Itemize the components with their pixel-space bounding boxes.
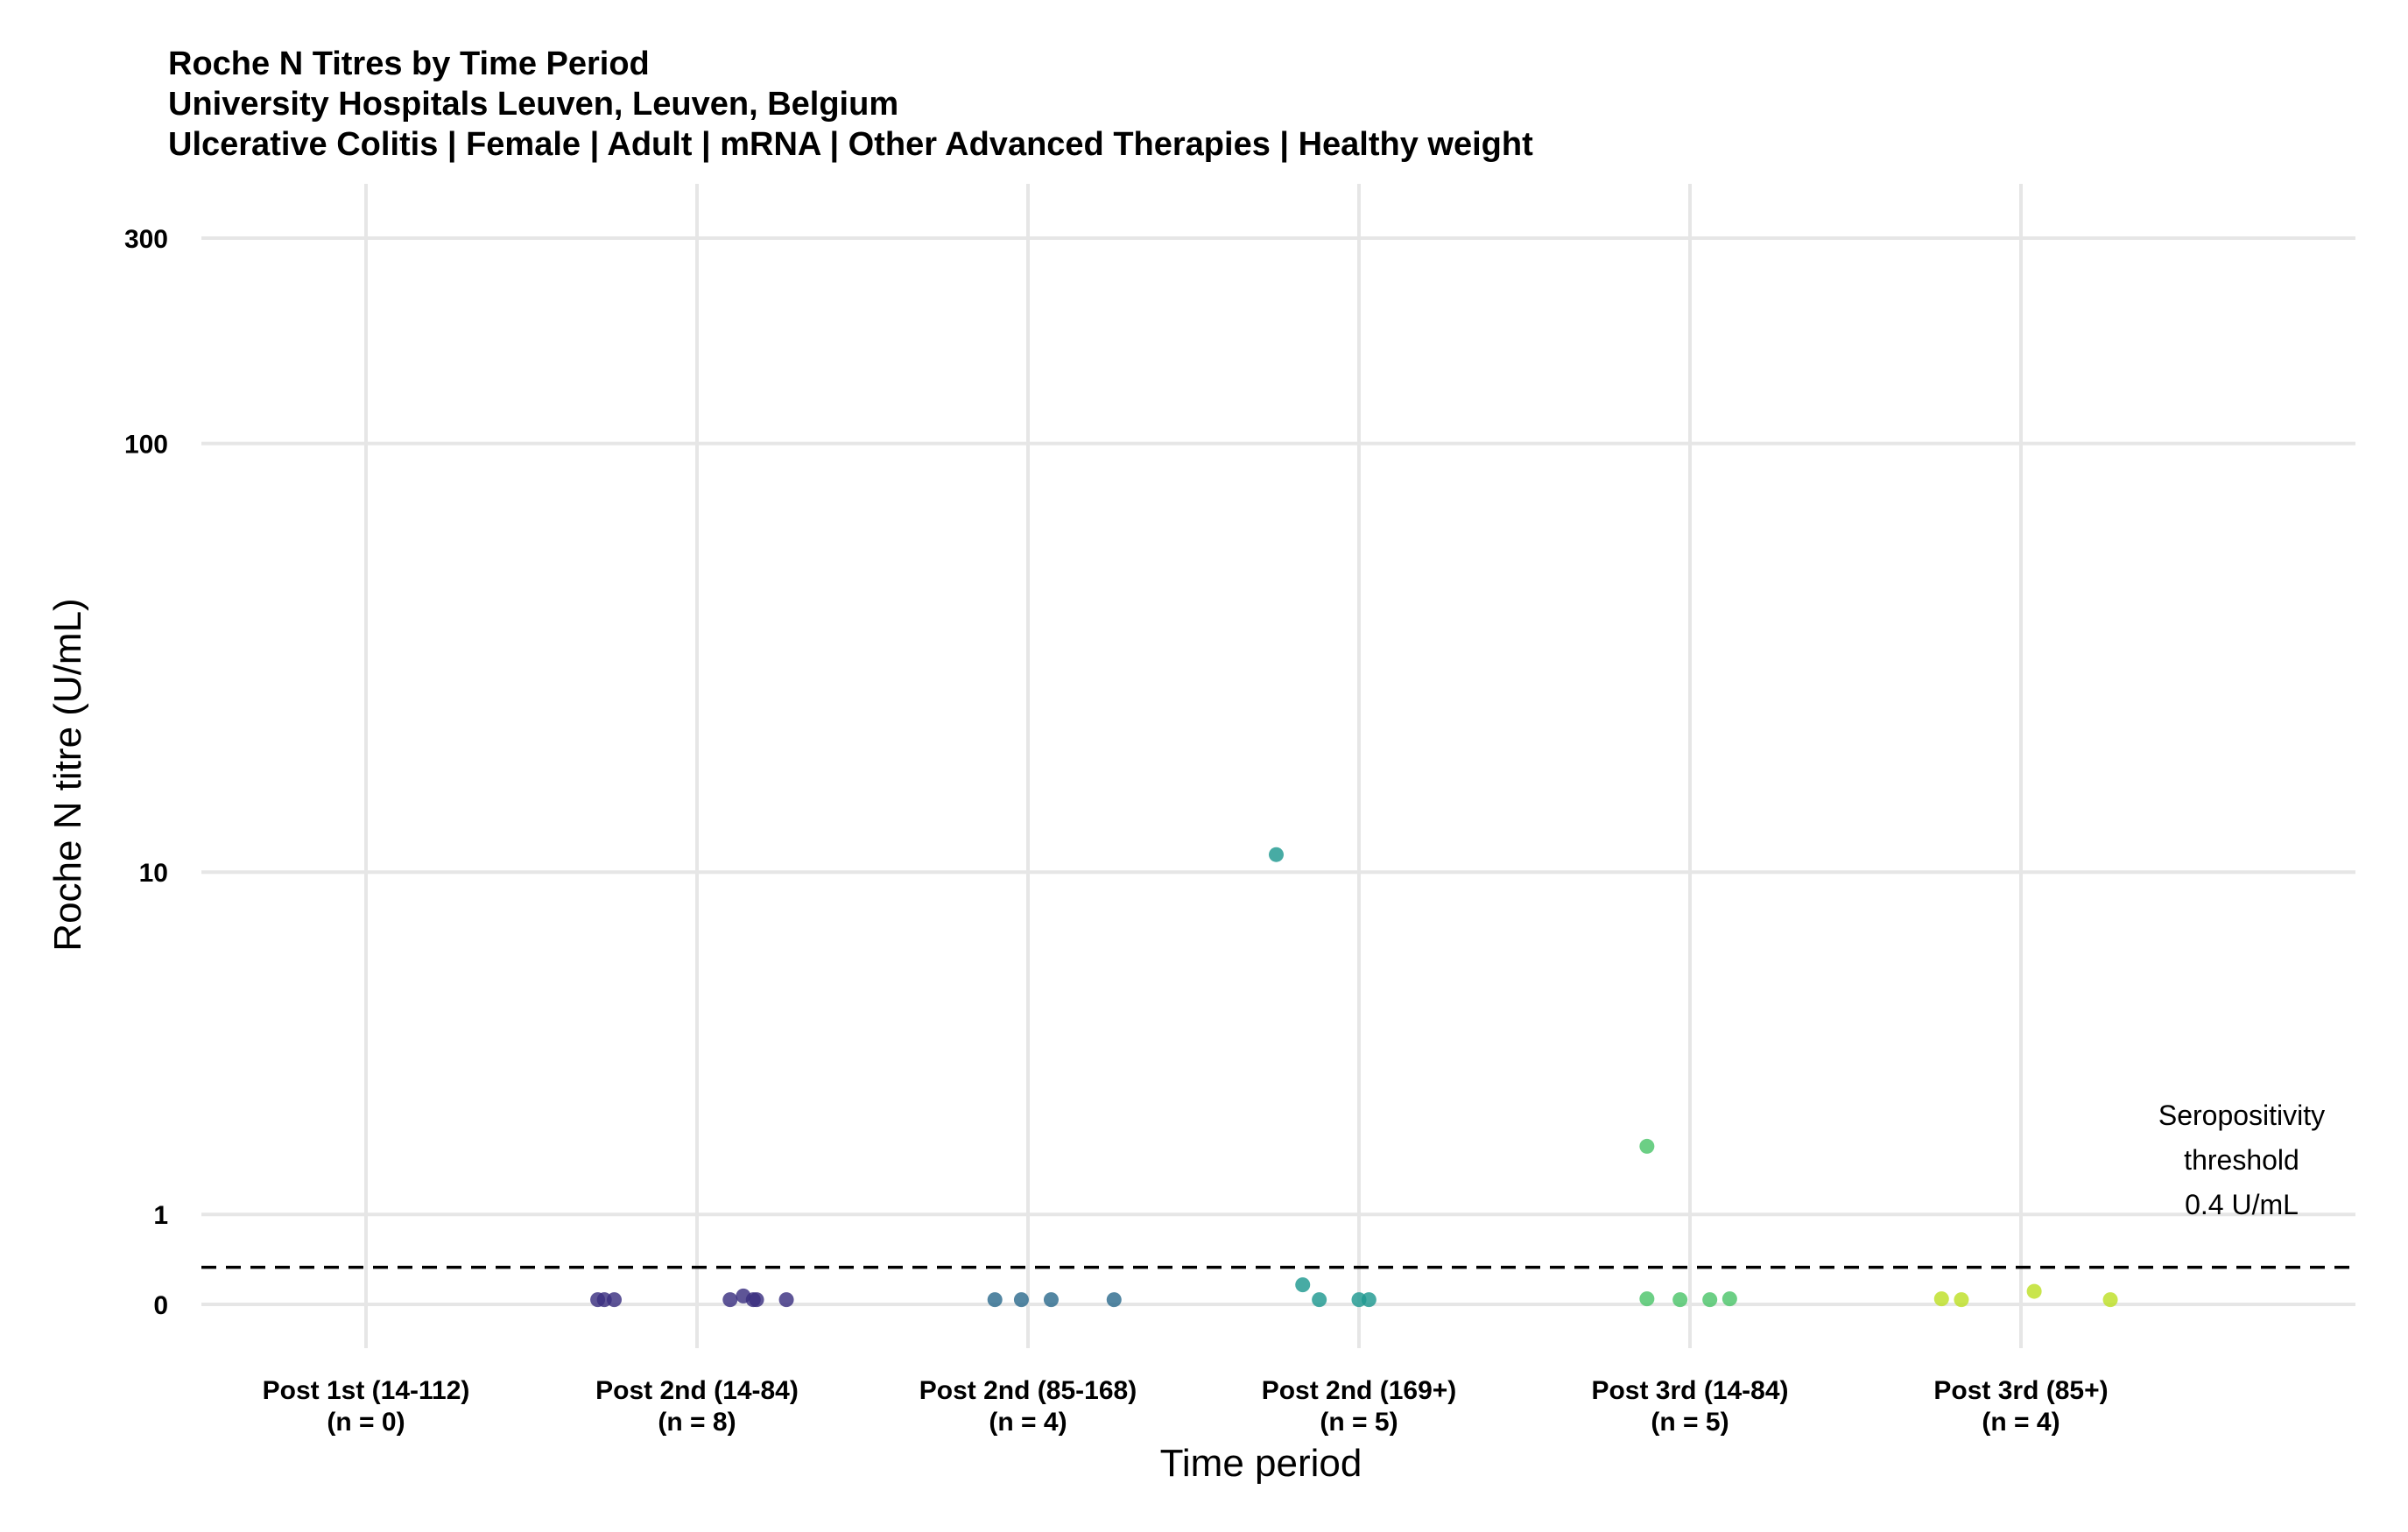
x-tick-count: (n = 4) — [989, 1408, 1067, 1437]
x-tick-label: Post 3rd (85+) — [1933, 1376, 2108, 1405]
grid-lines — [201, 184, 2355, 1348]
data-point — [749, 1292, 764, 1308]
data-points — [590, 847, 2118, 1308]
data-point — [1295, 1277, 1311, 1293]
x-tick-count: (n = 5) — [1651, 1408, 1729, 1437]
data-point — [1269, 847, 1284, 862]
threshold-label-line: threshold — [2184, 1144, 2299, 1176]
y-tick-label: 1 — [153, 1201, 168, 1230]
y-axis-title: Roche N titre (U/mL) — [46, 598, 89, 951]
data-point — [778, 1292, 794, 1308]
chart-subtitle-site: University Hospitals Leuven, Leuven, Bel… — [168, 86, 899, 123]
chart-titles: Roche N Titres by Time Period University… — [168, 44, 1533, 165]
data-point — [722, 1292, 738, 1308]
x-tick-count: (n = 8) — [658, 1408, 736, 1437]
data-point — [987, 1292, 1003, 1308]
data-point — [1043, 1292, 1059, 1308]
x-tick-label: Post 2nd (85-168) — [919, 1376, 1137, 1405]
data-point — [1312, 1292, 1327, 1308]
y-axis-ticks: 0 1 10 100 300 — [124, 225, 168, 1320]
y-tick-label: 10 — [139, 859, 168, 888]
y-tick-label: 0 — [153, 1291, 168, 1320]
x-tick-count: (n = 0) — [327, 1408, 405, 1437]
x-tick-label: Post 2nd (169+) — [1262, 1376, 1457, 1405]
x-tick-label: Post 1st (14-112) — [263, 1376, 470, 1405]
y-tick-label: 300 — [124, 225, 168, 254]
x-tick-label: Post 3rd (14-84) — [1591, 1376, 1788, 1405]
x-tick-count: (n = 4) — [1982, 1408, 2059, 1437]
data-point — [1933, 1291, 1949, 1307]
x-tick-label: Post 2nd (14-84) — [595, 1376, 799, 1405]
x-axis-title: Time period — [1160, 1442, 1362, 1485]
data-point — [1702, 1292, 1718, 1308]
data-point — [1722, 1291, 1737, 1307]
data-point — [1106, 1292, 1122, 1308]
data-point — [2102, 1292, 2118, 1308]
data-point — [1013, 1292, 1029, 1308]
data-point — [1639, 1291, 1655, 1307]
x-tick-count: (n = 5) — [1320, 1408, 1398, 1437]
data-point — [1954, 1292, 1969, 1308]
y-tick-label: 100 — [124, 431, 168, 460]
chart-subtitle-cohort: Ulcerative Colitis | Female | Adult | mR… — [168, 126, 1533, 163]
chart-title: Roche N Titres by Time Period — [168, 46, 650, 82]
data-point — [2026, 1283, 2042, 1299]
threshold-annotation: Seropositivity threshold 0.4 U/mL — [2158, 1100, 2325, 1220]
threshold-label-line: 0.4 U/mL — [2185, 1189, 2299, 1220]
data-point — [1672, 1292, 1688, 1308]
data-point — [1639, 1138, 1655, 1154]
x-axis-ticks: Post 1st (14-112) (n = 0) Post 2nd (14-84)… — [263, 1376, 2109, 1437]
data-point — [607, 1292, 622, 1308]
data-point — [1361, 1292, 1377, 1308]
threshold-label-line: Seropositivity — [2158, 1100, 2325, 1131]
